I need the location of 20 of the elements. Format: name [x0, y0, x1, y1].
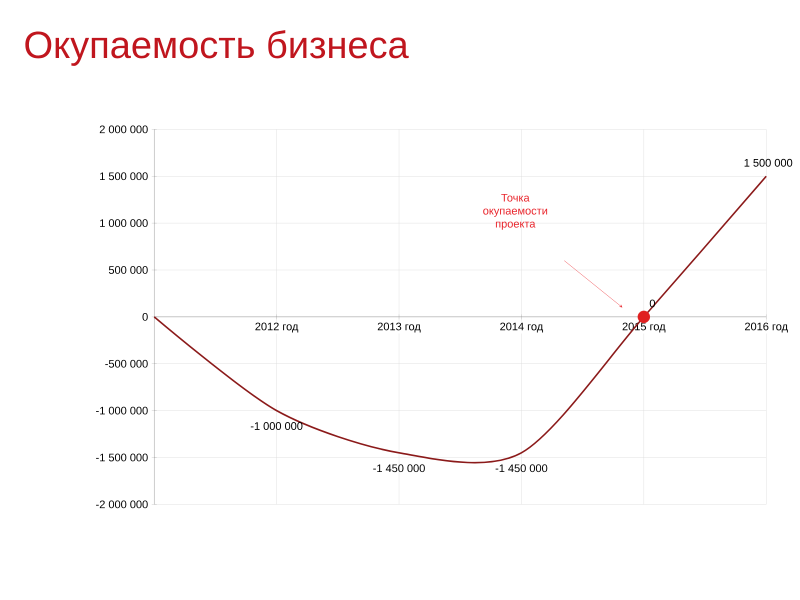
y-tick-label: -1 000 000	[96, 406, 148, 415]
data-label: 1 500 000	[744, 158, 792, 167]
x-tick-label: 2012 год	[255, 322, 298, 332]
x-tick-label: 2016 год	[744, 322, 788, 332]
chart-title: Окупаемость бизнеса	[25, 30, 409, 66]
data-label: -1 450 000	[496, 464, 548, 472]
y-tick-label: 1 000 000	[100, 219, 148, 228]
data-label: -1 450 000	[373, 464, 425, 472]
y-tick-label: 500 000	[108, 266, 148, 274]
y-tick-label: 2 000 000	[100, 125, 148, 134]
y-tick-label: -2 000 000	[96, 500, 148, 508]
y-tick-label: -1 500 000	[96, 454, 148, 462]
y-tick-label: 0	[142, 312, 148, 321]
data-label: 0	[650, 300, 656, 308]
data-label: -1 000 000	[250, 422, 302, 430]
y-tick-label: -500 000	[105, 360, 148, 368]
x-tick-label: 2014 год	[500, 322, 544, 332]
annotation: Точка окупаемости проекта	[483, 194, 548, 230]
y-tick-label: 1 500 000	[100, 172, 148, 180]
x-tick-label: 2013 год	[378, 322, 421, 332]
